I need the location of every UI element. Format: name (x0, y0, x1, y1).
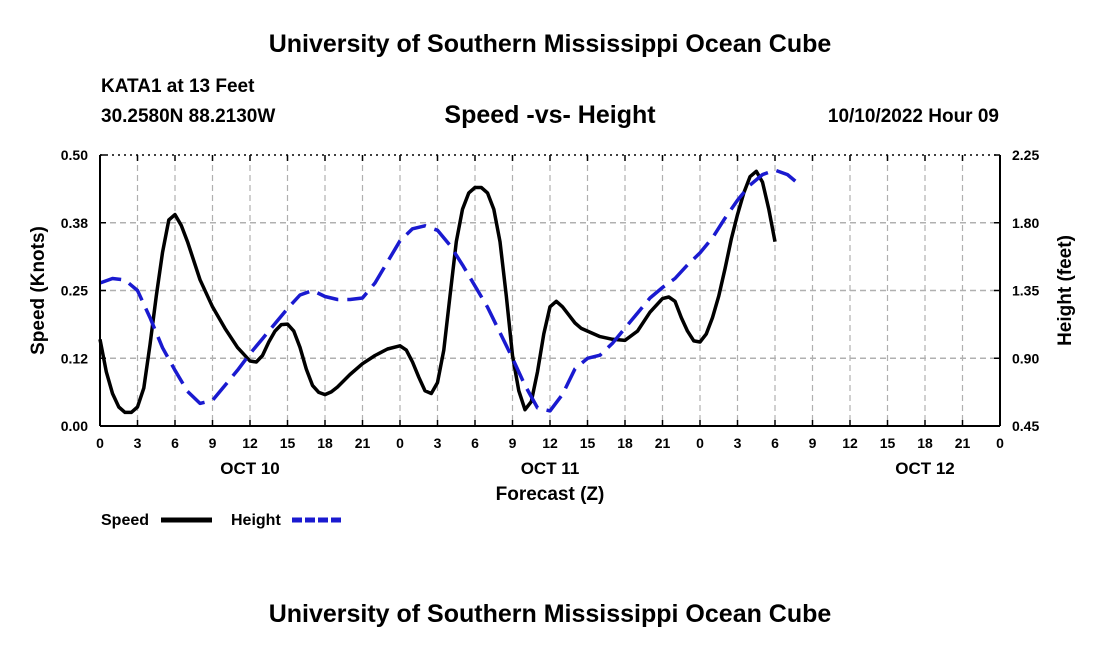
y-tick-label: 0.00 (61, 418, 88, 434)
x-tick-label: 3 (434, 435, 442, 451)
x-tick-label: 15 (580, 435, 596, 451)
series-lines (98, 168, 802, 415)
x-tick-label: 0 (96, 435, 104, 451)
y-tick-label: 0.38 (61, 215, 88, 231)
y-axis-title: Speed (Knots) (28, 226, 49, 355)
x-tick-label: 12 (842, 435, 858, 451)
x-tick-label: 6 (471, 435, 479, 451)
x-tick-label: 6 (771, 435, 779, 451)
legend-label-height: Height (231, 512, 281, 529)
x-axis-title: Forecast (Z) (496, 484, 605, 505)
x-tick-label: 12 (242, 435, 258, 451)
x-tick-label: 21 (655, 435, 671, 451)
y2-tick-label: 2.25 (1012, 147, 1039, 163)
x-tick-label: 18 (617, 435, 633, 451)
y2-tick-label: 0.90 (1012, 350, 1039, 366)
speed-height-chart: 0 3 6 9 12 15 18 21 0 3 6 9 12 15 18 21 0 3 6 9 12 15 18 21 0 0.0… (28, 147, 1076, 529)
day-label: OCT 10 (220, 459, 280, 478)
x-tick-label: 18 (317, 435, 333, 451)
grid-lines (100, 154, 1000, 426)
axis-ticks (99, 154, 1001, 427)
x-tick-label: 12 (542, 435, 558, 451)
x-tick-label: 21 (955, 435, 971, 451)
y-tick-label: 0.25 (61, 283, 88, 299)
x-tick-label: 15 (880, 435, 896, 451)
chart-subtitle: Speed -vs- Height (444, 101, 656, 129)
series-line-speed (98, 169, 777, 415)
station-coordinates: 30.2580N 88.2130W (101, 106, 276, 127)
y2-tick-label: 0.45 (1012, 418, 1039, 434)
y2-axis-title: Height (feet) (1055, 235, 1076, 346)
series-line-height (99, 168, 802, 413)
x-tick-label: 3 (134, 435, 142, 451)
x-tick-label: 3 (734, 435, 742, 451)
x-tick-label: 0 (996, 435, 1004, 451)
x-tick-label: 9 (509, 435, 517, 451)
x-tick-label: 15 (280, 435, 296, 451)
x-tick-label: 0 (696, 435, 704, 451)
x-tick-label: 18 (917, 435, 933, 451)
legend-label-speed: Speed (101, 512, 149, 529)
forecast-datetime: 10/10/2022 Hour 09 (827, 106, 999, 127)
x-tick-label: 9 (809, 435, 817, 451)
day-label: OCT 11 (521, 459, 580, 478)
chart-legend: Speed Height (101, 512, 342, 529)
station-label: KATA1 at 13 Feet (101, 76, 255, 97)
y2-tick-label: 1.80 (1012, 215, 1039, 231)
chart-top-title: University of Southern Mississippi Ocean… (268, 30, 832, 58)
x-tick-label: 6 (171, 435, 179, 451)
y2-tick-label: 1.35 (1012, 283, 1039, 299)
x-tick-label: 0 (396, 435, 404, 451)
x-tick-label: 21 (355, 435, 371, 451)
day-label: OCT 12 (895, 459, 955, 478)
chart-bottom-title: University of Southern Mississippi Ocean… (268, 600, 832, 628)
x-tick-label: 9 (209, 435, 217, 451)
y-tick-label: 0.12 (61, 350, 88, 366)
y-tick-label: 0.50 (61, 147, 88, 163)
axis-labels: 0 3 6 9 12 15 18 21 0 3 6 9 12 15 18 21 0 3 6 9 12 15 18 21 0 0.0… (28, 147, 1076, 505)
